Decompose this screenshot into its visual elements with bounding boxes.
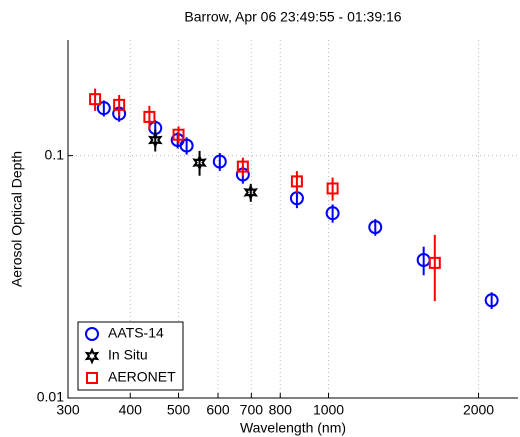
legend-label: AATS-14 [108,325,164,341]
y-axis-label: Aerosol Optical Depth [9,151,25,287]
data-point [243,183,259,201]
x-tick-label: 700 [240,402,264,418]
x-tick-label: 600 [206,402,230,418]
data-point [236,160,249,173]
legend-label: AERONET [108,369,176,385]
y-tick-label: 0.01 [37,389,64,405]
data-point [96,101,111,116]
data-point [326,182,339,195]
data-point [484,293,499,308]
data-point [192,154,207,172]
data-point [212,154,227,169]
data-point [147,131,163,149]
chart-title: Barrow, Apr 06 23:49:55 - 01:39:16 [184,9,401,25]
y-tick-label: 0.1 [45,146,65,162]
data-point [325,206,340,221]
data-point [113,98,126,111]
x-tick-label: 400 [119,402,143,418]
data-point [143,110,156,123]
axes [67,40,518,399]
x-tick-label: 500 [167,402,191,418]
x-tick-label: 1000 [313,402,344,418]
legend-marker [86,372,98,384]
legend-marker [84,347,100,365]
x-tick-label: 2000 [463,402,494,418]
data-point [179,138,194,153]
x-tick-label: 300 [56,402,80,418]
legend-marker [85,327,99,341]
data-point [89,93,102,106]
data-point [172,128,185,141]
x-axis-label: Wavelength (nm) [240,420,346,436]
legend-label: In Situ [108,347,148,363]
data-point [428,256,441,269]
data-point [290,175,303,188]
data-point [368,220,383,235]
x-tick-label: 800 [269,402,293,418]
